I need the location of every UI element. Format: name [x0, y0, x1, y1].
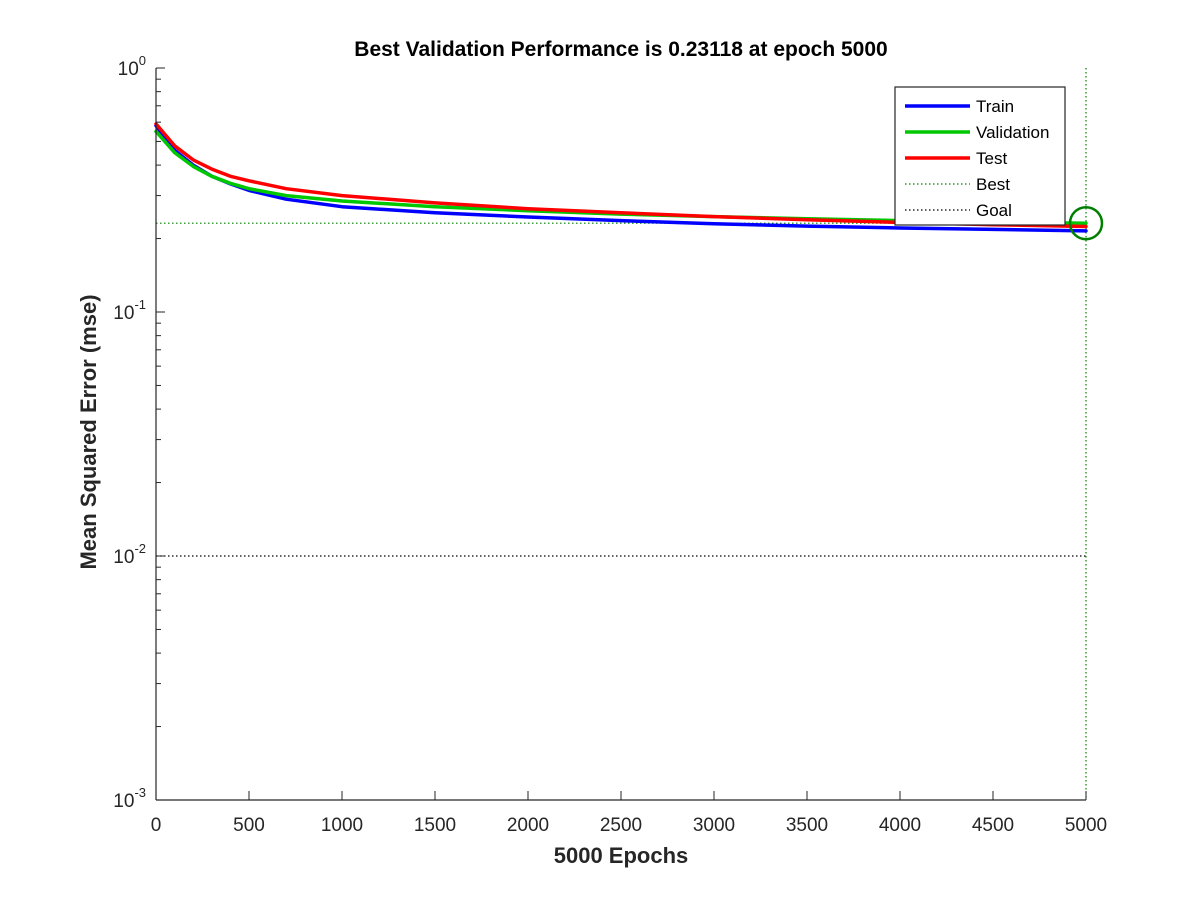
- y-tick-base: 10: [113, 547, 134, 568]
- x-tick-label: 2500: [600, 815, 642, 836]
- legend-label-test: Test: [976, 149, 1007, 168]
- y-tick-exponent: -1: [134, 297, 146, 312]
- y-tick-label: 10-1: [113, 297, 146, 324]
- legend-label-train: Train: [976, 97, 1014, 116]
- y-tick-exponent: -2: [134, 541, 146, 556]
- x-tick-label: 2000: [507, 815, 549, 836]
- x-tick-label: 4500: [972, 815, 1014, 836]
- x-tick-label: 4000: [879, 815, 921, 836]
- y-tick-exponent: -3: [134, 785, 146, 800]
- legend: Train Validation Test Best Goal: [894, 86, 1066, 226]
- y-tick-base: 10: [113, 303, 134, 324]
- plot-area: 0 500 1000 1500 2000 2500 3000 3500 4000 4500 5000…: [113, 53, 1107, 836]
- x-tick-label: 3500: [786, 815, 828, 836]
- y-tick-label: 10-2: [113, 541, 146, 568]
- y-tick-exponent: 0: [139, 53, 146, 68]
- x-tick-label: 0: [151, 815, 162, 836]
- legend-label-validation: Validation: [976, 123, 1049, 142]
- x-tick-label: 3000: [693, 815, 735, 836]
- best-point-marker: [1068, 205, 1104, 241]
- legend-label-goal: Goal: [976, 201, 1012, 220]
- y-tick-base: 10: [113, 791, 134, 812]
- legend-box: [894, 86, 1066, 226]
- y-tick-base: 10: [118, 59, 139, 80]
- legend-label-best: Best: [976, 175, 1010, 194]
- y-axis-title: Mean Squared Error (mse): [76, 294, 101, 569]
- y-tick-label: 10-3: [113, 785, 146, 812]
- x-tick-label: 1500: [414, 815, 456, 836]
- x-tick-label: 1000: [321, 815, 363, 836]
- x-axis-title: 5000 Epochs: [554, 843, 689, 868]
- y-tick-label: 100: [118, 53, 146, 80]
- chart-title: Best Validation Performance is 0.23118 a…: [354, 38, 887, 61]
- series-line-test: [154, 122, 1088, 229]
- x-tick-label: 5000: [1065, 815, 1107, 836]
- x-tick-label: 500: [233, 815, 265, 836]
